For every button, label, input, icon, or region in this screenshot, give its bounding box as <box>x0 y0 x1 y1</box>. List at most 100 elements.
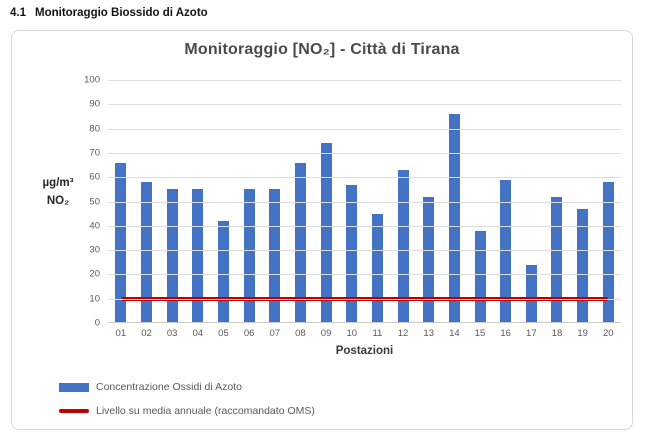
section-heading: 4.1 Monitoraggio Biossido di Azoto <box>10 7 208 19</box>
y-axis-label-substance: NO₂ <box>46 194 70 207</box>
bar-14 <box>448 114 460 323</box>
y-tick-label: 50 <box>89 196 100 207</box>
bar-08 <box>294 162 306 323</box>
x-tick-label: 09 <box>320 328 332 339</box>
y-tick-label: 70 <box>89 147 100 159</box>
gridline <box>108 104 621 106</box>
bar-slot <box>390 80 416 323</box>
x-tick-label: 12 <box>397 328 409 339</box>
x-tick-label: 06 <box>243 328 255 339</box>
section-title: Monitoraggio Biossido di Azoto <box>35 7 208 19</box>
bar-slot <box>262 80 288 323</box>
bar-20 <box>602 182 614 323</box>
bar-slot <box>519 80 545 323</box>
bar-slot <box>108 80 134 323</box>
x-tick-label: 17 <box>526 328 537 339</box>
y-tick-label: 100 <box>84 74 100 86</box>
gridline <box>108 128 621 130</box>
y-tick-label: 40 <box>89 220 100 232</box>
x-tick-label: 15 <box>474 328 486 339</box>
gridline <box>108 152 621 154</box>
y-tick-label: 90 <box>89 98 100 110</box>
x-tick-label: 03 <box>166 328 178 339</box>
bar-slot <box>313 80 339 323</box>
bar-slot <box>185 80 211 323</box>
bar-slot <box>365 80 391 323</box>
gridline <box>108 225 621 227</box>
bar-12 <box>397 169 409 323</box>
y-tick-label: 30 <box>89 244 100 256</box>
section-number: 4.1 <box>10 7 26 19</box>
bar-slot <box>339 80 365 323</box>
bar-slot <box>570 80 596 323</box>
bar-02 <box>140 182 152 323</box>
bar-05 <box>217 220 229 323</box>
bar-10 <box>346 184 358 323</box>
bar-11 <box>371 213 383 323</box>
gridline <box>108 177 621 179</box>
bar-13 <box>423 196 435 323</box>
bar-slot <box>211 80 237 323</box>
y-axis-label-unit: µg/m³ <box>42 177 74 189</box>
x-tick-label: 05 <box>218 328 229 339</box>
gridline <box>108 274 621 276</box>
bar-18 <box>551 196 563 323</box>
bars <box>108 80 621 323</box>
legend-label-threshold: Livello su media annuale (raccomandato O… <box>96 405 315 417</box>
bar-series-swatch <box>59 382 89 392</box>
bar-slot <box>416 80 442 323</box>
x-tick-label: 20 <box>603 328 614 339</box>
chart-title: Monitoraggio [NO₂] - Città di Tirana <box>184 41 460 58</box>
x-tick-label: 01 <box>115 328 127 339</box>
bar-19 <box>577 208 589 323</box>
x-tick-label: 16 <box>500 328 511 339</box>
bar-slot <box>544 80 570 323</box>
bar-slot <box>159 80 185 323</box>
y-tick-label: 10 <box>89 293 100 305</box>
legend-item-bars: Concentrazione Ossidi di Azoto <box>59 381 315 393</box>
bar-slot <box>288 80 314 323</box>
x-tick-label: 19 <box>577 328 588 339</box>
legend-item-threshold: Livello su media annuale (raccomandato O… <box>59 405 315 417</box>
bar-slot <box>467 80 493 323</box>
y-tick-label: 0 <box>94 317 100 329</box>
x-tick-label: 14 <box>449 328 460 339</box>
x-axis-ticks: 01 02 03 04 05 06 07 08 09 10 11 12 13 14 15 16 17 18 19 20 <box>108 328 621 339</box>
x-tick-label: 13 <box>423 328 434 339</box>
bar-09 <box>320 143 332 323</box>
bar-01 <box>115 162 127 323</box>
gridline <box>108 201 621 203</box>
bar-07 <box>269 189 281 323</box>
x-tick-label: 10 <box>346 328 358 339</box>
y-tick-label: 60 <box>89 171 100 183</box>
bar-slot <box>134 80 160 323</box>
y-axis: 0 10 20 30 40 50 60 70 80 90 100 <box>67 75 102 329</box>
chart-container: Monitoraggio [NO₂] - Città di Tirana µg/… <box>11 30 633 430</box>
x-tick-label: 11 <box>372 328 383 339</box>
bar-slot <box>493 80 519 323</box>
x-tick-label: 04 <box>192 328 204 339</box>
y-tick-label: 80 <box>89 123 100 135</box>
x-axis-title: Postazioni <box>335 345 394 357</box>
legend: Concentrazione Ossidi di Azoto Livello s… <box>59 381 315 429</box>
x-tick-label: 02 <box>141 328 152 339</box>
gridline <box>108 322 621 323</box>
bar-slot <box>236 80 262 323</box>
bar-slot <box>595 80 621 323</box>
x-tick-label: 08 <box>295 328 306 339</box>
bar-06 <box>243 189 255 323</box>
gridline <box>108 298 621 300</box>
gridline <box>108 250 621 252</box>
plot-area <box>108 80 621 323</box>
bar-04 <box>192 189 204 323</box>
legend-label-bars: Concentrazione Ossidi di Azoto <box>96 381 242 393</box>
bar-03 <box>166 189 178 323</box>
bar-17 <box>525 264 537 323</box>
gridline <box>108 80 621 81</box>
y-tick-label: 20 <box>89 268 100 280</box>
bar-slot <box>442 80 468 323</box>
x-tick-label: 18 <box>551 328 563 339</box>
x-tick-label: 07 <box>269 328 281 339</box>
y-axis-label: µg/m³ NO₂ <box>22 175 94 211</box>
